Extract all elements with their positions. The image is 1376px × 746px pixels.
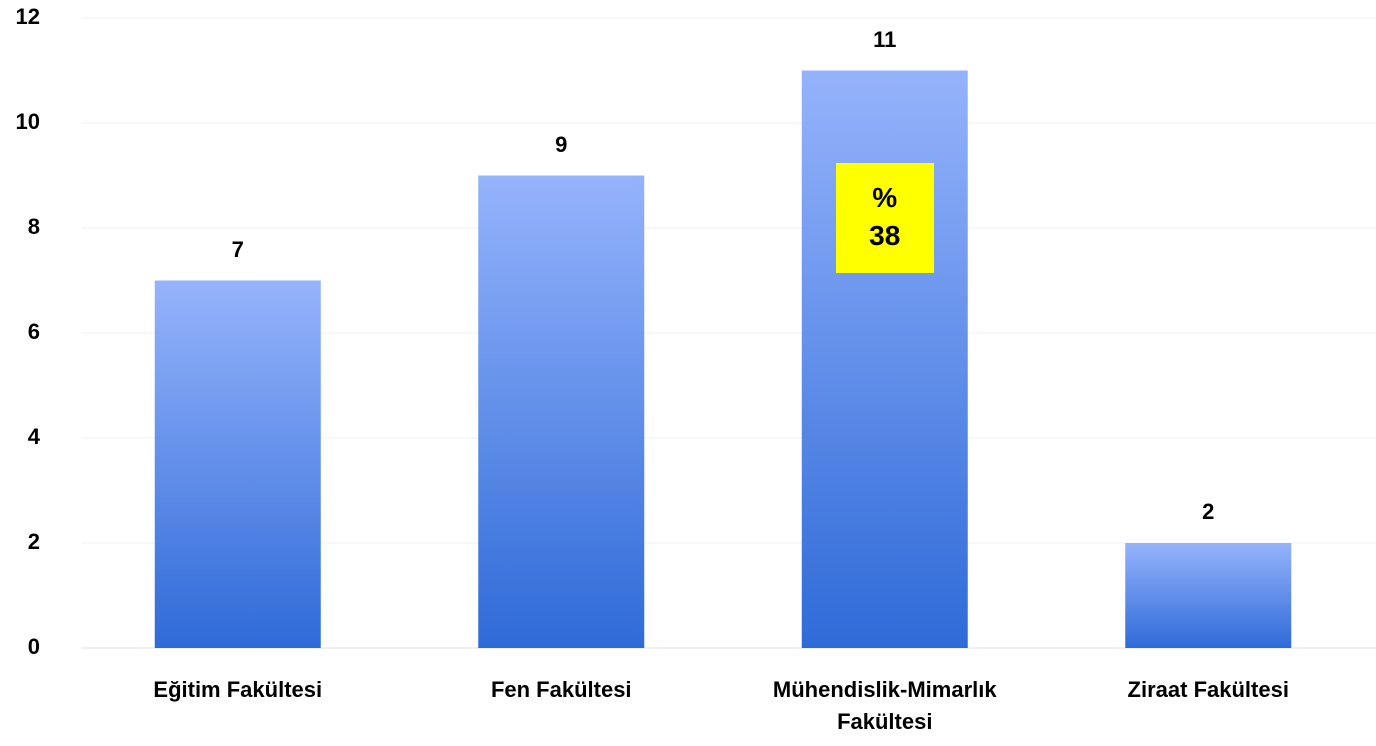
y-tick-label: 12 [15, 4, 40, 29]
x-tick-label: Fen Fakültesi [490, 677, 632, 702]
bar [1125, 543, 1292, 648]
bar [801, 70, 968, 648]
y-tick-label: 6 [27, 319, 40, 344]
y-tick-label: 0 [27, 634, 40, 659]
x-tick-label: Eğitim Fakültesi [153, 677, 323, 702]
x-tick-label: Mühendislik-Mimarlık Fakültesi [772, 677, 997, 734]
value-label: 2 [1202, 499, 1215, 524]
y-tick-label: 4 [27, 424, 40, 449]
x-tick-label: Ziraat Fakültesi [1127, 677, 1289, 702]
bar [478, 175, 645, 648]
y-tick-label: 2 [27, 529, 40, 554]
annotation-line: 38 [869, 220, 901, 251]
bar [154, 280, 321, 648]
value-label: 7 [231, 236, 244, 262]
y-tick-label: 10 [15, 109, 40, 134]
annotation-line: % [872, 182, 898, 213]
y-tick-label: 8 [27, 214, 40, 239]
annotation: % 38 [835, 163, 934, 273]
value-label: 11 [873, 26, 897, 52]
value-label: 9 [555, 131, 568, 157]
